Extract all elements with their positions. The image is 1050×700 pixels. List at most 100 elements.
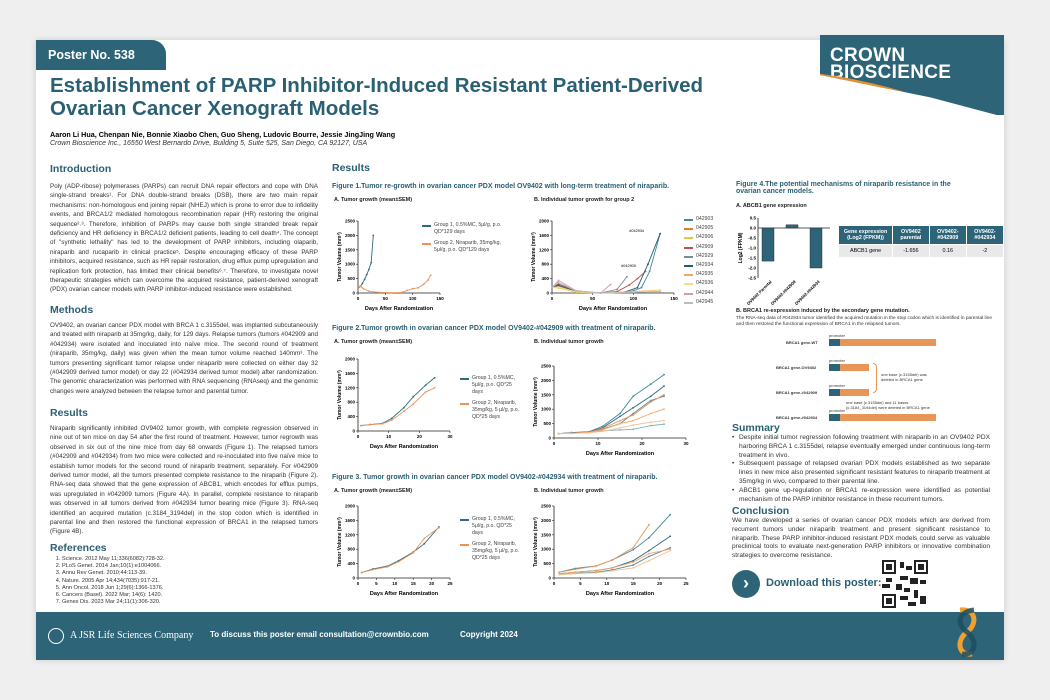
data-point xyxy=(372,234,375,237)
figure3-title: Figure 3. Tumor growth in ovarian cancer… xyxy=(332,474,658,481)
data-point xyxy=(574,568,577,571)
data-point xyxy=(669,513,672,516)
x-tick-label: 50 xyxy=(383,296,389,301)
data-point xyxy=(648,559,650,562)
qr-code-icon[interactable] xyxy=(882,560,928,608)
download-poster-label[interactable]: Download this poster: xyxy=(766,577,882,589)
y-tick-label: 500 xyxy=(543,421,551,426)
x-tick-label: 20 xyxy=(417,434,423,439)
data-point xyxy=(551,286,553,289)
data-point xyxy=(648,536,650,539)
download-arrow-button[interactable]: › xyxy=(732,570,760,598)
figure3b-label: B. Individual tumor growth xyxy=(534,488,604,494)
data-point xyxy=(574,571,577,574)
y-tick-label: 2000 xyxy=(541,378,552,383)
gene-segment xyxy=(840,339,936,346)
x-axis-label: Days After Randomization xyxy=(579,306,648,312)
fig4a-svg: 0.5 0.0 -0.5 -1.0 -1.5 -2.0 -2.5 Log2 (FPKM) OV9… xyxy=(738,216,830,306)
data-point xyxy=(599,292,602,294)
data-point xyxy=(619,415,621,418)
summary-list: Despite initial tumor regression followi… xyxy=(732,434,990,504)
data-point xyxy=(558,573,561,576)
y-tick-label: 800 xyxy=(347,400,355,405)
y-tick-label: -1.5 xyxy=(748,256,756,261)
brca1-row-label: BRCA1 gene-OV9402 xyxy=(776,365,817,370)
annotation: #042909 xyxy=(621,264,636,268)
series-line xyxy=(551,281,661,294)
promoter-segment xyxy=(829,389,840,396)
y-axis-label: Tumor Volume (mm³) xyxy=(531,232,537,282)
results-heading: Results xyxy=(332,162,370,174)
promoter-segment xyxy=(829,414,840,421)
table-row: ABCB1 gene -1.656 0.16 -2 xyxy=(837,244,1005,258)
reference-item: Ann Oncol. 2018 Jun 1;29(6):1366-1376. xyxy=(62,585,318,592)
x-tick-label: 50 xyxy=(590,296,596,301)
data-point xyxy=(663,373,665,376)
y-tick-label: 1000 xyxy=(345,262,356,267)
x-tick-label: 25 xyxy=(683,581,689,586)
x-tick-label: 20 xyxy=(429,581,435,586)
data-point xyxy=(669,548,672,551)
data-point xyxy=(649,424,652,427)
data-point xyxy=(632,291,635,294)
y-axis-label: Log2 (FPKM) xyxy=(738,232,744,263)
summary-item: ABCB1 gene up-regulation or BRCA1 re-exp… xyxy=(732,487,990,505)
legend-item: Group 2, Niraparib, 35mg/kg, 5 µl/g, p.o… xyxy=(460,400,520,421)
contact-email[interactable]: To discuss this poster email consultatio… xyxy=(210,630,429,639)
data-point xyxy=(403,406,405,409)
bar xyxy=(761,227,775,262)
x-tick-label: 100 xyxy=(409,296,417,301)
data-point xyxy=(574,572,577,575)
data-point xyxy=(411,287,414,290)
data-point xyxy=(381,422,384,425)
data-point xyxy=(558,571,561,574)
data-point xyxy=(659,232,662,235)
x-tick-label: 15 xyxy=(631,581,637,586)
data-point xyxy=(619,427,621,429)
y-tick-label: 800 xyxy=(541,262,549,267)
summary-heading: Summary xyxy=(732,422,780,434)
crown-bioscience-logo: CROWN BIOSCIENCE xyxy=(820,35,1004,115)
data-point xyxy=(557,432,560,435)
y-tick-label: -2.5 xyxy=(748,276,756,281)
y-tick-label: 1500 xyxy=(541,532,552,537)
figure4b-label: B. BRCA1 re-expression induced by the se… xyxy=(736,308,910,314)
data-point xyxy=(371,568,374,571)
x-tick-label: 20 xyxy=(657,581,663,586)
data-point xyxy=(390,417,393,420)
x-tick-label: 0 xyxy=(553,581,556,586)
x-tick-label: 30 xyxy=(683,441,689,446)
bracket xyxy=(873,363,877,393)
legend-item: 042945 xyxy=(684,299,734,306)
table-cell: 0.16 xyxy=(928,244,967,258)
x-tick-label: 20 xyxy=(639,441,645,446)
legend-item: Group 2, Niraparib, 35mg/kg, 5 µl/g, p.o… xyxy=(460,541,520,562)
y-tick-label: 1500 xyxy=(541,392,552,397)
data-point xyxy=(362,287,365,290)
data-point xyxy=(601,430,604,433)
y-tick-label: 1200 xyxy=(345,385,356,390)
y-tick-label: 2000 xyxy=(541,518,552,523)
data-point xyxy=(412,403,415,405)
data-point xyxy=(649,401,652,403)
data-point xyxy=(575,290,578,293)
data-point xyxy=(360,571,363,574)
footer: A JSR Life Sciences Company To discuss t… xyxy=(36,607,1004,660)
y-tick-label: 2000 xyxy=(345,357,356,362)
y-tick-label: 2000 xyxy=(345,233,356,238)
data-point xyxy=(557,286,560,289)
summary-item: Despite initial tumor regression followi… xyxy=(732,434,990,460)
brca1-row-label: BRCA1 gene-WT xyxy=(786,340,818,345)
data-point xyxy=(412,395,415,398)
table-cell: -2 xyxy=(965,244,1005,258)
data-point xyxy=(368,268,370,271)
results-text-heading: Results xyxy=(50,407,88,419)
x-tick-label: 0 xyxy=(357,296,360,301)
data-point xyxy=(632,546,635,549)
brca1-note: one base (c.3155del) and 11 bases (c.318… xyxy=(846,400,930,410)
figure2a-chart: 0 400 800 1200 1600 2000 0 10 20 30 Days After Ran… xyxy=(334,353,454,451)
figure2-title: Figure 2.Tumor growth in ovarian cancer … xyxy=(332,325,656,332)
data-point xyxy=(619,422,621,425)
data-point xyxy=(649,412,652,415)
